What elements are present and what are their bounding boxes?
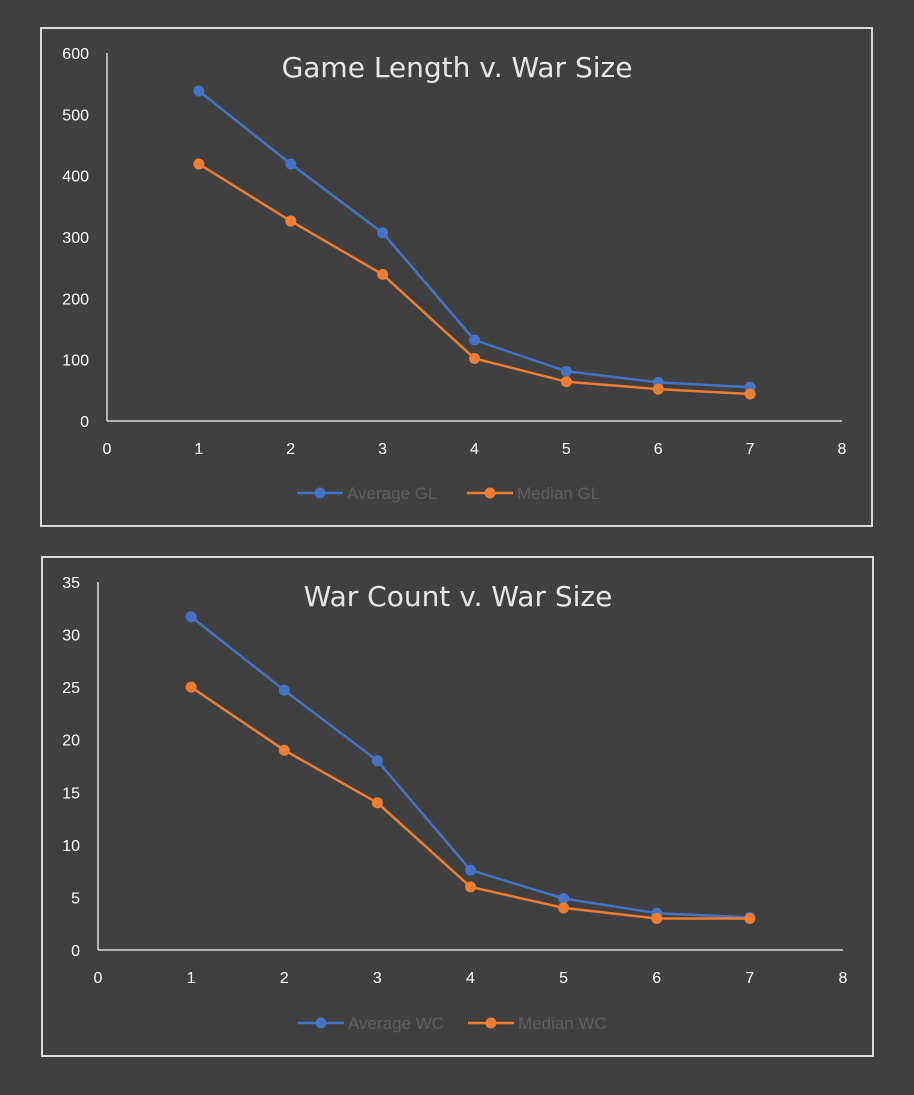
data-point (465, 881, 476, 893)
x-tick-label: 8 (838, 441, 847, 458)
x-tick-label: 1 (194, 441, 203, 458)
data-point (371, 797, 383, 809)
chart-panel-game-length: Game Length v. War Size 0 100 200 300 400 500… (40, 27, 873, 527)
x-tick-label: 0 (103, 441, 112, 458)
x-tick-label: 2 (280, 970, 289, 987)
legend-marker (484, 487, 496, 499)
data-point (285, 158, 297, 170)
data-point (744, 388, 756, 400)
data-point (193, 158, 205, 170)
y-tick-label: 10 (62, 838, 80, 855)
y-tick-label: 15 (62, 785, 80, 802)
y-tick-label: 20 (62, 733, 80, 750)
data-point (185, 611, 197, 623)
data-point (469, 334, 480, 346)
x-tick-label: 4 (470, 441, 479, 458)
y-tick-label: 400 (62, 169, 89, 186)
legend-label: Median GL (517, 484, 600, 503)
y-tick-label: 100 (62, 353, 89, 370)
x-tick-label: 0 (94, 970, 103, 987)
y-tick-label: 0 (80, 414, 89, 431)
data-point (558, 892, 570, 904)
data-point (377, 268, 389, 280)
legend-label: Median WC (518, 1014, 607, 1033)
data-point (652, 383, 664, 395)
chart-title: Game Length v. War Size (282, 51, 633, 84)
x-tick-label: 6 (654, 441, 663, 458)
data-point (285, 215, 297, 227)
data-point (278, 684, 290, 696)
chart-game-length: Game Length v. War Size 0 100 200 300 400 500… (62, 46, 847, 503)
data-point (193, 85, 205, 97)
legend-marker (314, 487, 326, 499)
legend-label: Average WC (348, 1014, 444, 1033)
x-tick-label: 2 (286, 441, 295, 458)
data-point (560, 365, 572, 377)
y-tick-label: 30 (62, 628, 80, 645)
data-point (371, 755, 383, 767)
legend-marker (485, 1017, 497, 1029)
data-point (558, 902, 570, 914)
data-point (185, 681, 197, 693)
y-tick-label: 500 (62, 107, 89, 124)
x-tick-label: 5 (562, 441, 571, 458)
x-tick-label: 1 (187, 970, 196, 987)
y-tick-label: 25 (62, 680, 80, 697)
data-point (278, 744, 290, 756)
chart-title: War Count v. War Size (304, 580, 613, 613)
x-tick-label: 4 (466, 970, 475, 987)
y-tick-label: 300 (62, 230, 89, 247)
data-point (560, 376, 572, 388)
chart-panel-war-count: War Count v. War Size 0 5 10 15 20 25 30 35 0 1 2 3… (41, 556, 874, 1057)
x-tick-label: 7 (745, 970, 754, 987)
data-point (744, 912, 756, 924)
x-tick-label: 3 (373, 970, 382, 987)
y-tick-label: 200 (62, 291, 89, 308)
data-point (651, 912, 663, 924)
y-tick-label: 600 (62, 46, 89, 63)
x-tick-label: 3 (378, 441, 387, 458)
data-point (377, 227, 389, 239)
legend-label: Average GL (347, 484, 437, 503)
y-tick-label: 5 (71, 890, 80, 907)
y-tick-label: 35 (62, 575, 80, 592)
x-tick-label: 8 (839, 970, 848, 987)
y-tick-label: 0 (71, 943, 80, 960)
x-tick-label: 6 (652, 970, 661, 987)
legend-marker (315, 1017, 327, 1029)
data-point (465, 864, 476, 876)
x-tick-label: 7 (746, 441, 755, 458)
x-tick-label: 5 (559, 970, 568, 987)
data-point (469, 352, 480, 364)
